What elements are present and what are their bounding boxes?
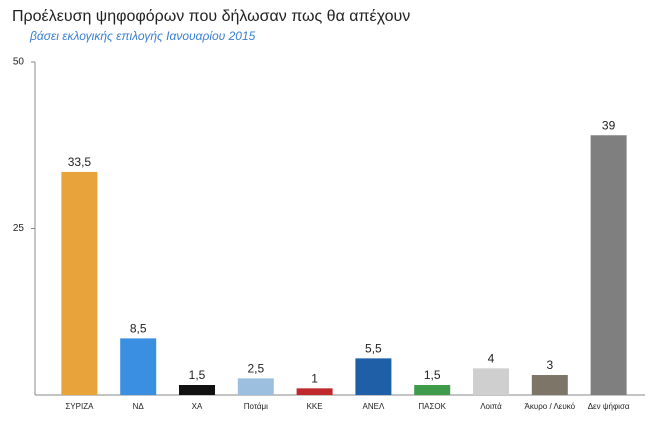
value-label: 3 [546, 358, 553, 372]
value-label: 5,5 [365, 342, 382, 356]
value-label: 1,5 [189, 368, 206, 382]
x-tick-label: ΚΚΕ [307, 402, 323, 411]
y-tick-label: 25 [13, 223, 25, 234]
value-label: 2,5 [247, 362, 264, 376]
x-tick-label: ΧΑ [192, 402, 203, 411]
value-label: 33,5 [68, 155, 92, 169]
x-tick-label: Λοιπά [480, 402, 502, 411]
value-label: 8,5 [130, 322, 147, 336]
x-tick-label: ΠΑΣΟΚ [418, 402, 446, 411]
bar [531, 375, 568, 395]
y-tick-label: 50 [13, 57, 25, 68]
bar [296, 388, 333, 395]
bar [120, 338, 157, 395]
bar [355, 358, 392, 395]
x-tick-label: ΑΝΕΛ [363, 402, 385, 411]
chart-title: Προέλευση ψηφοφόρων που δήλωσαν πως θα α… [12, 8, 410, 25]
value-label: 1 [311, 372, 318, 386]
value-label: 39 [602, 118, 616, 132]
x-tick-label: Άκυρο / Λευκό [525, 402, 576, 411]
bar [473, 368, 509, 395]
x-tick-label: Δεν ψήφισα [588, 402, 630, 411]
x-tick-label: ΣΥΡΙΖΑ [65, 402, 94, 411]
x-tick-label: Ποτάμι [244, 402, 268, 411]
value-label: 1,5 [424, 368, 441, 382]
value-label: 4 [488, 352, 495, 366]
chart-subtitle: βάσει εκλογικής επιλογής Ιανουαρίου 2015 [29, 29, 256, 43]
bar [590, 135, 627, 395]
bar [179, 385, 215, 395]
bar [61, 171, 98, 395]
x-tick-label: ΝΔ [133, 402, 145, 411]
bar [237, 378, 274, 395]
bar [414, 385, 451, 395]
